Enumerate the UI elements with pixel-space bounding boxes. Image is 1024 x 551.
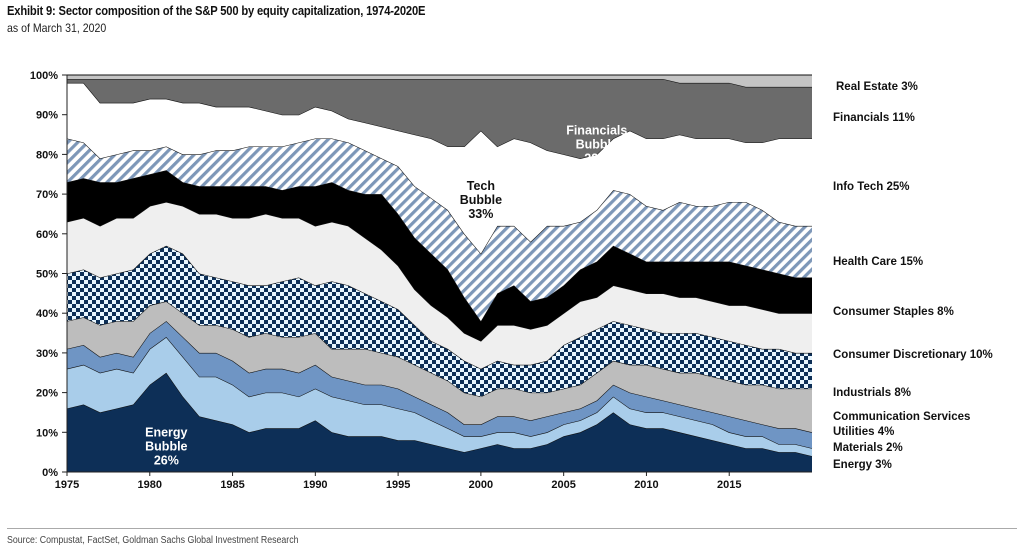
- legend-label-communication-services: Communication Services: [833, 411, 970, 423]
- legend-label-health-care: Health Care 15%: [833, 256, 923, 268]
- annotation-energy-bubble: Energy Bubble 26%: [145, 425, 187, 467]
- y-tick-label: 50%: [36, 269, 58, 281]
- y-tick-label: 60%: [36, 229, 58, 241]
- x-tick-label: 1990: [303, 479, 327, 491]
- area-info-tech: [67, 138, 812, 322]
- y-tick-label: 40%: [36, 308, 58, 320]
- footer-divider: [7, 528, 1017, 529]
- area-industrials: [67, 301, 812, 433]
- chart-subtitle: as of March 31, 2020: [7, 21, 107, 35]
- x-tick-label: 2010: [634, 479, 658, 491]
- x-tick-label: 1980: [138, 479, 162, 491]
- annotation-financials-bubble: Financials Bubble 22%: [566, 124, 627, 166]
- chart-title: Exhibit 9: Sector composition of the S&P…: [7, 3, 426, 18]
- legend-label-consumer-discretionary: Consumer Discretionary 10%: [833, 349, 993, 361]
- legend-label-info-tech: Info Tech 25%: [833, 181, 909, 193]
- x-tick-label: 1975: [55, 479, 79, 491]
- y-tick-label: 70%: [36, 189, 58, 201]
- legend-label-consumer-staples: Consumer Staples 8%: [833, 306, 954, 318]
- annotations: Energy Bubble 26% Tech Bubble 33% Financials Bu…: [145, 124, 627, 468]
- y-tick-label: 90%: [36, 110, 58, 122]
- y-tick-label: 80%: [36, 149, 58, 161]
- legend-label-materials: Materials 2%: [833, 442, 903, 454]
- area-health-care: [67, 170, 812, 341]
- x-tick-label: 2005: [551, 479, 575, 491]
- area-materials: [67, 337, 812, 457]
- x-tick-label: 2000: [469, 479, 493, 491]
- area-consumer-discretionary: [67, 245, 812, 397]
- area-communication-services: [67, 82, 812, 254]
- x-tick-label: 1995: [386, 479, 410, 491]
- annotation-tech-bubble: Tech Bubble 33%: [460, 179, 502, 221]
- area-utilities: [67, 321, 812, 449]
- source-note: Source: Compustat, FactSet, Goldman Sach…: [7, 535, 299, 546]
- y-tick-label: 100%: [30, 70, 58, 82]
- y-tick-label: 0%: [42, 467, 58, 479]
- area-layers: [66, 74, 813, 472]
- legend-label-financials: Financials 11%: [833, 112, 915, 124]
- axes: 0% 10% 20% 30% 40% 50% 60% 70% 80% 90% 100% 1975 198…: [30, 70, 812, 491]
- legend-label-industrials: Industrials 8%: [833, 387, 911, 399]
- area-financials: [67, 79, 812, 159]
- legend-label-energy: Energy 3%: [833, 459, 892, 471]
- y-tick-label: 20%: [36, 388, 58, 400]
- y-tick-label: 10%: [36, 427, 58, 439]
- area-consumer-staples: [67, 202, 812, 369]
- legend: Energy 3% Materials 2% Utilities 4% Industr…: [833, 81, 993, 471]
- legend-label-real-estate: Real Estate 3%: [836, 81, 918, 93]
- x-tick-label: 2015: [717, 479, 741, 491]
- y-tick-label: 30%: [36, 348, 58, 360]
- x-tick-label: 1985: [220, 479, 244, 491]
- area-energy: [67, 372, 812, 472]
- legend-label-utilities: Utilities 4%: [833, 426, 894, 438]
- area-real-estate: [67, 75, 812, 87]
